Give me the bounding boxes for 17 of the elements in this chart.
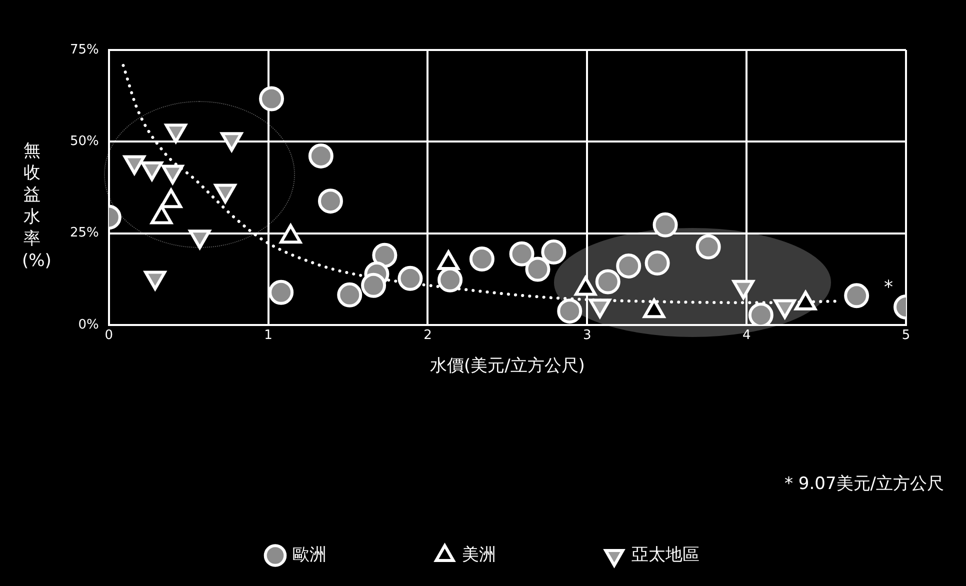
y-tick-label: 50% <box>70 134 99 150</box>
text: * 9.07美元/立方公尺 <box>784 473 944 495</box>
annotation: * <box>884 277 893 298</box>
x-tick-label: 1 <box>264 328 272 344</box>
legend-label: 美洲 <box>462 544 496 565</box>
y-axis-title: 無收益水率(%) <box>22 140 52 272</box>
y-tick-label: 75% <box>70 42 99 58</box>
x-tick-label: 3 <box>583 328 592 344</box>
x-tick-label: 0 <box>104 328 114 344</box>
x-tick-label: 4 <box>742 328 751 344</box>
x-axis-title: 水價(美元/立方公尺) <box>430 356 585 376</box>
legend-label: 歐洲 <box>292 544 326 565</box>
legend-label: 亞太地區 <box>631 544 700 565</box>
y-tick-label: 0% <box>78 317 99 332</box>
x-tick-label: 2 <box>424 328 432 344</box>
x-tick-label: 5 <box>902 328 910 344</box>
y-tick-label: 25% <box>70 226 99 241</box>
